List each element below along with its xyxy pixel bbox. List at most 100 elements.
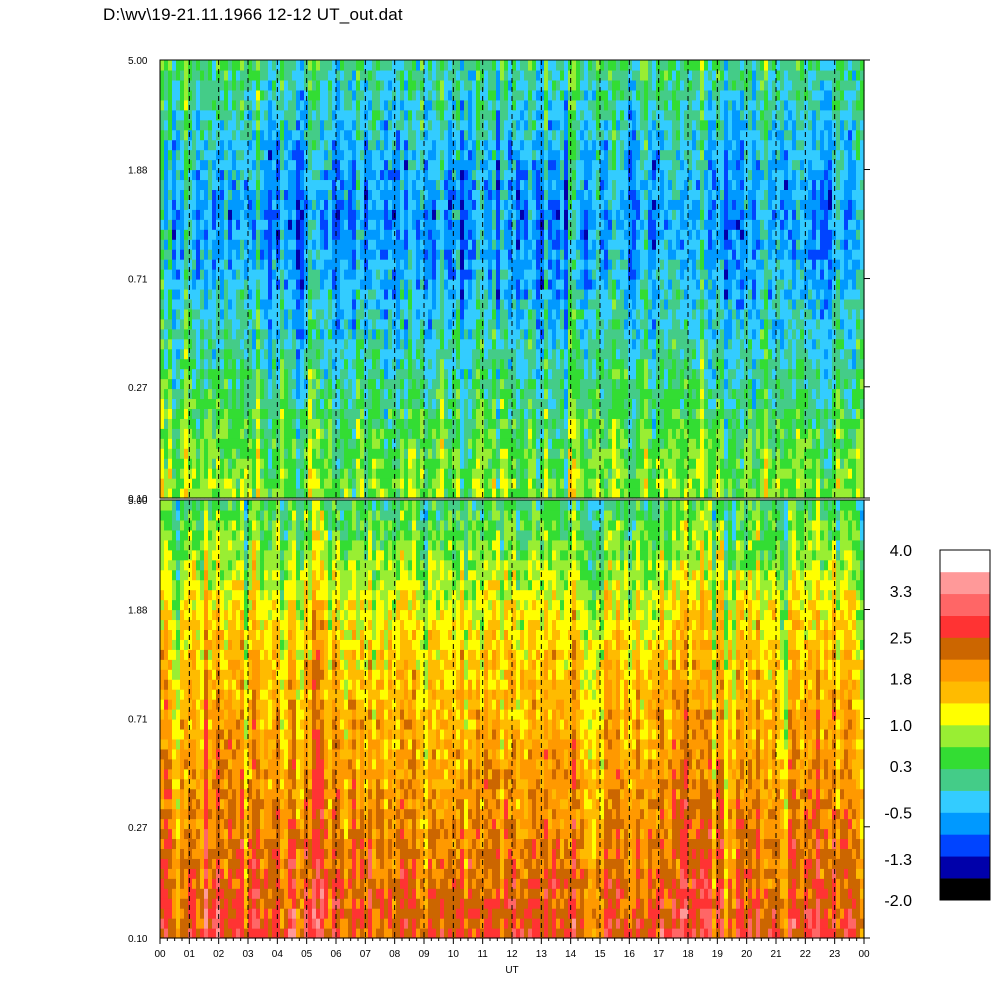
heatmap-cell (192, 259, 197, 270)
heatmap-cell (424, 159, 429, 171)
heatmap-cell (328, 388, 333, 400)
heatmap-cell (188, 338, 193, 350)
heatmap-cell (196, 60, 201, 71)
heatmap-cell (248, 269, 253, 280)
heatmap-cell (344, 478, 349, 489)
heatmap-cell (584, 448, 589, 459)
heatmap-cell (324, 448, 329, 459)
heatmap-cell (580, 338, 585, 350)
heatmap-cell (436, 308, 441, 320)
heatmap-cell (200, 229, 205, 240)
heatmap-cell (476, 189, 481, 200)
heatmap-cell (592, 159, 597, 171)
heatmap-cell (604, 468, 609, 479)
heatmap-cell (556, 328, 561, 340)
heatmap-cell (532, 199, 537, 210)
heatmap-cell (416, 189, 421, 200)
heatmap-cell (460, 79, 465, 91)
heatmap-cell (464, 259, 469, 270)
heatmap-cell (496, 269, 501, 280)
heatmap-cell (324, 378, 329, 390)
heatmap-cell (540, 448, 545, 459)
heatmap-cell (472, 60, 477, 71)
heatmap-cell (276, 249, 281, 260)
heatmap-cell (324, 269, 329, 280)
heatmap-cell (464, 279, 469, 290)
heatmap-cell (168, 318, 173, 330)
heatmap-cell (360, 338, 365, 350)
heatmap-cell (548, 179, 553, 190)
heatmap-cell (440, 418, 445, 429)
heatmap-cell (372, 189, 377, 200)
heatmap-cell (344, 99, 349, 111)
heatmap-cell (428, 149, 433, 161)
heatmap-cell (372, 378, 377, 390)
heatmap-cell (348, 448, 353, 459)
heatmap-cell (336, 398, 341, 409)
heatmap-cell (316, 229, 321, 240)
heatmap-cell (596, 79, 601, 91)
heatmap-cell (188, 139, 193, 151)
heatmap-cell (192, 388, 197, 400)
heatmap-cell (176, 288, 181, 300)
heatmap-cell (516, 408, 521, 419)
heatmap-cell (360, 288, 365, 300)
heatmap-cell (432, 318, 437, 330)
heatmap-cell (556, 269, 561, 280)
heatmap-cell (532, 438, 537, 449)
heatmap-cell (592, 239, 597, 250)
heatmap-cell (596, 458, 601, 469)
heatmap-cell (416, 358, 421, 370)
heatmap-cell (332, 229, 337, 240)
heatmap-cell (436, 428, 441, 439)
heatmap-cell (516, 348, 521, 360)
heatmap-cell (256, 288, 261, 300)
heatmap-cell (444, 488, 449, 499)
heatmap-cell (432, 179, 437, 190)
heatmap-cell (300, 249, 305, 260)
heatmap-cell (256, 418, 261, 429)
heatmap-cell (160, 398, 165, 409)
heatmap-cell (272, 169, 277, 181)
heatmap-cell (524, 199, 529, 210)
heatmap-cell (272, 189, 277, 200)
heatmap-cell (256, 239, 261, 250)
heatmap-cell (524, 249, 529, 260)
heatmap-cell (336, 288, 341, 300)
heatmap-cell (576, 368, 581, 380)
heatmap-cell (332, 408, 337, 419)
heatmap-cell (352, 488, 357, 499)
heatmap-cell (196, 209, 201, 220)
heatmap-cell (392, 259, 397, 270)
heatmap-cell (192, 149, 197, 161)
heatmap-cell (228, 478, 233, 489)
heatmap-cell (600, 239, 605, 250)
heatmap-cell (388, 378, 393, 390)
heatmap-cell (328, 219, 333, 230)
heatmap-cell (260, 368, 265, 380)
heatmap-cell (376, 478, 381, 489)
heatmap-cell (444, 348, 449, 360)
heatmap-cell (176, 388, 181, 400)
heatmap-cell (484, 348, 489, 360)
heatmap-cell (456, 99, 461, 111)
heatmap-cell (492, 139, 497, 151)
heatmap-cell (536, 189, 541, 200)
heatmap-cell (448, 428, 453, 439)
heatmap-cell (608, 438, 613, 449)
heatmap-cell (404, 119, 409, 131)
heatmap-cell (288, 398, 293, 409)
heatmap-cell (280, 448, 285, 459)
heatmap-cell (476, 398, 481, 409)
heatmap-cell (584, 338, 589, 350)
heatmap-cell (376, 169, 381, 181)
heatmap-cell (224, 338, 229, 350)
heatmap-cell (368, 139, 373, 151)
heatmap-cell (356, 408, 361, 419)
heatmap-cell (580, 219, 585, 230)
heatmap-cell (196, 229, 201, 240)
heatmap-cell (448, 468, 453, 479)
heatmap-cell (428, 199, 433, 210)
heatmap-cell (228, 448, 233, 459)
heatmap-cell (552, 438, 557, 449)
